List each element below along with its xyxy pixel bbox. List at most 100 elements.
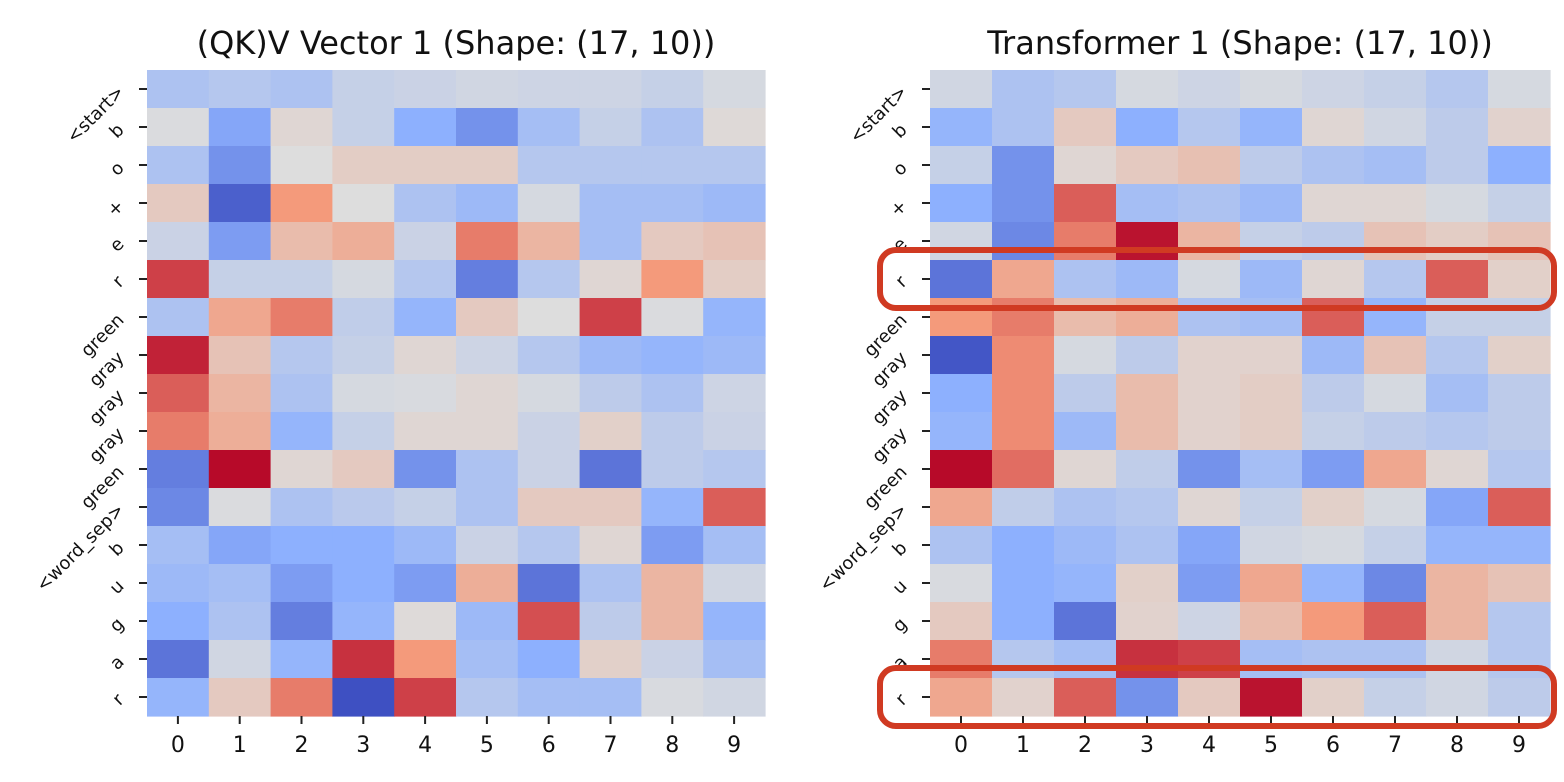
heatmap-cell bbox=[1364, 336, 1427, 375]
heatmap-cell bbox=[147, 564, 210, 603]
heatmap-cell bbox=[1364, 70, 1427, 109]
heatmap-cell bbox=[1240, 146, 1303, 185]
heatmap-cell bbox=[1488, 564, 1551, 603]
heatmap-cell bbox=[1054, 678, 1117, 717]
x-tick-label: 1 bbox=[233, 733, 247, 758]
heatmap-cell bbox=[579, 108, 642, 147]
heatmap-cell bbox=[641, 564, 704, 603]
heatmap-cell bbox=[1054, 70, 1117, 109]
heatmap-cell bbox=[1178, 564, 1241, 603]
heatmap-cell bbox=[1364, 564, 1427, 603]
heatmap-cell bbox=[517, 678, 581, 717]
heatmap-cell bbox=[992, 526, 1055, 565]
heatmap-cell bbox=[1054, 526, 1117, 565]
heatmap-cell bbox=[1240, 602, 1303, 641]
heatmap-cell bbox=[456, 602, 519, 641]
heatmap-cell bbox=[1488, 640, 1551, 679]
heatmap-cell bbox=[703, 564, 766, 603]
heatmap-2: Transformer 1 (Shape: (17, 10)) 0 1 2 3 4 5 6 7 8… bbox=[815, 24, 1557, 758]
heatmap-cell bbox=[992, 564, 1055, 603]
heatmap-cell bbox=[208, 602, 272, 641]
heatmap-cell bbox=[992, 678, 1055, 717]
heatmap-cell bbox=[1302, 450, 1365, 489]
heatmap-cell bbox=[517, 222, 581, 261]
heatmap-cell bbox=[703, 222, 766, 261]
heatmap-cell bbox=[1178, 260, 1241, 299]
heatmap-cell bbox=[456, 488, 519, 527]
heatmap-cell bbox=[641, 678, 704, 717]
heatmap-cell bbox=[394, 678, 457, 717]
heatmap-cell bbox=[517, 640, 581, 679]
x-tick-label: 5 bbox=[1264, 733, 1278, 758]
heatmap-cell bbox=[1116, 222, 1179, 261]
heatmap-cell bbox=[1364, 526, 1427, 565]
heatmap-cell bbox=[270, 412, 333, 451]
heatmap-cell bbox=[208, 222, 272, 261]
y-tick-label: o bbox=[889, 158, 912, 181]
heatmap-cell bbox=[579, 450, 642, 489]
heatmap-cell bbox=[930, 70, 993, 109]
heatmap-cell bbox=[992, 374, 1055, 413]
heatmap-cell bbox=[1302, 260, 1365, 299]
heatmap-cell bbox=[1426, 564, 1489, 603]
heatmap-cell bbox=[147, 678, 210, 717]
heatmap-cell bbox=[1240, 260, 1303, 299]
heatmap-cell bbox=[1240, 184, 1303, 223]
heatmap-cell bbox=[641, 374, 704, 413]
heatmap-cell bbox=[1054, 222, 1117, 261]
heatmap-cell bbox=[1178, 184, 1241, 223]
heatmap-cell bbox=[1240, 298, 1303, 337]
heatmap-cell bbox=[1240, 222, 1303, 261]
y-tick-label: g bbox=[106, 614, 129, 637]
heatmap-cell bbox=[208, 108, 272, 147]
heatmap-cell bbox=[147, 222, 210, 261]
heatmap-cell bbox=[579, 298, 642, 337]
heatmap-cell bbox=[992, 336, 1055, 375]
heatmap-cell bbox=[1116, 374, 1179, 413]
heatmap-cell bbox=[1488, 526, 1551, 565]
heatmap-cell bbox=[1178, 146, 1241, 185]
heatmap-1: (QK)V Vector 1 (Shape: (17, 10)) 0 1 2 3 4 5 6 7… bbox=[32, 24, 766, 758]
heatmap-cell bbox=[270, 222, 333, 261]
heatmap-cell bbox=[1054, 184, 1117, 223]
heatmap-cell bbox=[1302, 184, 1365, 223]
heatmap-cell bbox=[270, 450, 333, 489]
heatmap-cell bbox=[1054, 450, 1117, 489]
heatmap-cell bbox=[270, 640, 333, 679]
heatmap-cell bbox=[1364, 640, 1427, 679]
heatmap-cell bbox=[1426, 70, 1489, 109]
heatmap-cell bbox=[579, 374, 642, 413]
heatmap-cell bbox=[703, 640, 766, 679]
heatmap-cell bbox=[1116, 488, 1179, 527]
heatmap-cell bbox=[579, 564, 642, 603]
x-tick-label: 7 bbox=[604, 733, 618, 758]
heatmap-cell bbox=[1488, 184, 1551, 223]
heatmap-cell bbox=[579, 602, 642, 641]
heatmap-cell bbox=[1240, 412, 1303, 451]
heatmap-cell bbox=[456, 336, 519, 375]
heatmap-cell bbox=[394, 336, 457, 375]
heatmap-cell bbox=[147, 450, 210, 489]
heatmap-cell bbox=[394, 526, 457, 565]
heatmap-cell bbox=[517, 374, 581, 413]
y-tick-label: gray bbox=[85, 385, 129, 429]
heatmap-cell bbox=[1240, 526, 1303, 565]
heatmap-cell bbox=[1488, 488, 1551, 527]
heatmap-cell bbox=[270, 298, 333, 337]
heatmap-cell bbox=[930, 450, 993, 489]
heatmap-cell bbox=[394, 184, 457, 223]
heatmap-cell bbox=[1178, 336, 1241, 375]
heatmap-cell bbox=[1364, 678, 1427, 717]
heatmap-cell bbox=[1302, 412, 1365, 451]
heatmap-cell bbox=[1364, 298, 1427, 337]
heatmap-cell bbox=[456, 70, 519, 109]
heatmap-cell bbox=[992, 298, 1055, 337]
heatmap-cell bbox=[1178, 222, 1241, 261]
heatmap-cell bbox=[579, 488, 642, 527]
heatmap-cell bbox=[1364, 450, 1427, 489]
x-tick-label: 8 bbox=[665, 733, 679, 758]
heatmap-cell bbox=[208, 678, 272, 717]
heatmap-cell bbox=[641, 146, 704, 185]
heatmap-cell bbox=[394, 374, 457, 413]
x-tick-label: 9 bbox=[1512, 733, 1526, 758]
